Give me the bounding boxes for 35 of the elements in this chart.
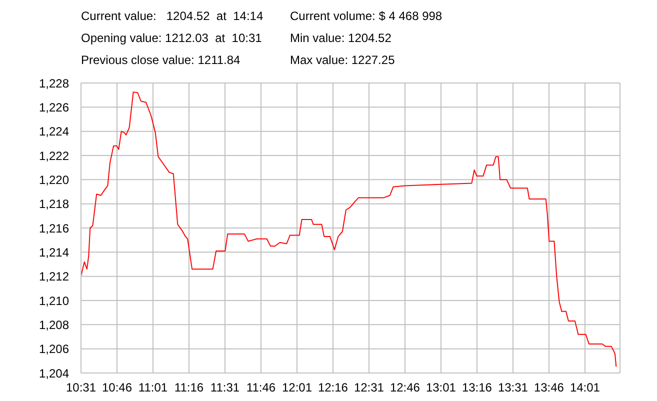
x-tick-label: 11:01	[138, 380, 168, 395]
x-tick-label: 12:46	[390, 380, 420, 395]
y-tick-label: 1,216	[38, 221, 70, 236]
y-tick-label: 1,208	[38, 318, 70, 332]
text: Current value: 1204.52 at 14:14	[81, 9, 264, 23]
x-tick-label: 14:01	[570, 380, 600, 395]
y-tick-label: 1,224	[38, 124, 70, 139]
x-tick-label: 10:31	[66, 380, 96, 395]
y-tick-label: 1,226	[38, 100, 70, 114]
x-tick-label: 12:31	[354, 380, 384, 395]
x-tick-label: 10:46	[102, 380, 132, 395]
y-tick-label: 1,214	[38, 245, 70, 260]
y-tick-label: 1,220	[38, 172, 70, 187]
x-tick-label: 13:46	[534, 380, 564, 395]
x-tick-label: 11:46	[246, 380, 276, 395]
y-tick-label: 1,206	[38, 342, 70, 356]
y-tick-label: 1,204	[38, 366, 70, 380]
text: Min value: 1204.52	[290, 31, 392, 45]
x-tick-label: 12:01	[282, 380, 312, 395]
y-tick-label: 1,228	[38, 76, 70, 90]
text: Max value: 1227.25	[290, 53, 395, 67]
text: Opening value: 1212.03 at 10:31	[81, 31, 262, 45]
y-tick-label: 1,210	[38, 294, 70, 308]
x-tick-label: 13:16	[462, 380, 492, 395]
y-tick-label: 1,218	[38, 197, 70, 212]
text: Current volume: $ 4 468 998	[290, 9, 442, 23]
y-tick-label: 1,212	[38, 270, 70, 284]
text: Previous close value: 1211.84	[81, 53, 240, 67]
x-tick-label: 11:31	[210, 380, 240, 395]
line-series	[81, 92, 617, 368]
y-tick-label: 1,222	[38, 148, 70, 163]
x-tick-label: 11:16	[174, 380, 204, 395]
x-tick-label: 13:31	[498, 380, 528, 395]
x-tick-label: 12:16	[318, 380, 348, 395]
x-tick-label: 13:01	[426, 380, 456, 395]
